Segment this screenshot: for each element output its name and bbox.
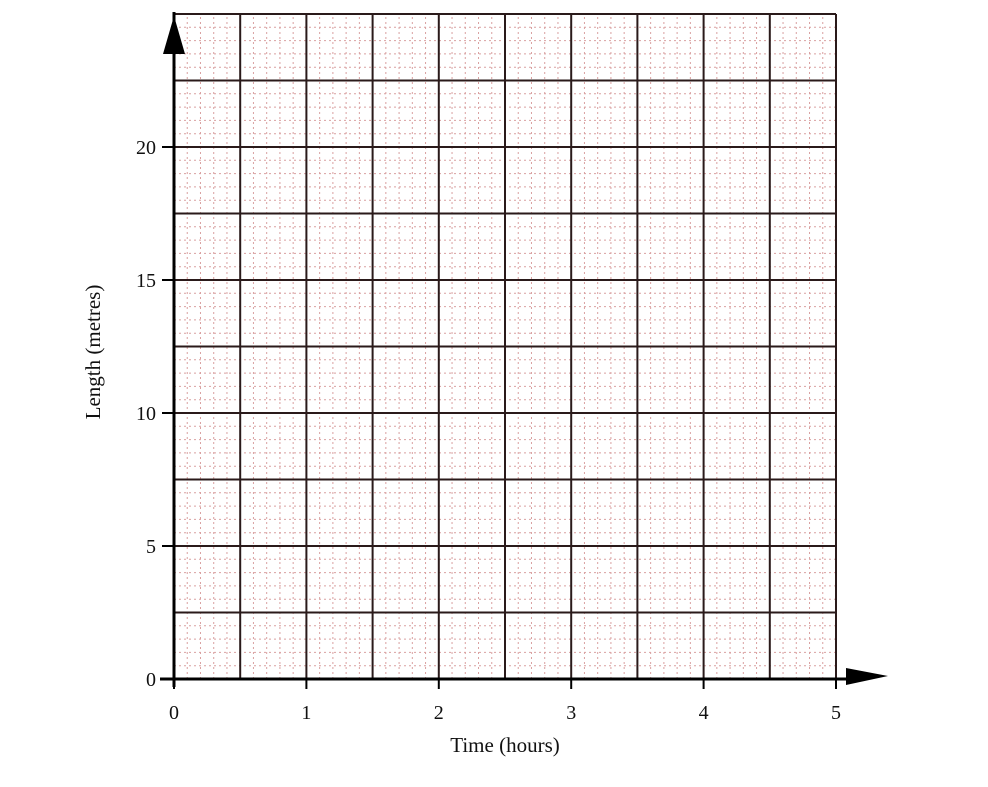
axes	[160, 12, 888, 687]
tick-labels: 0 1 2 3 4 5 0 5 10 15 20	[136, 137, 841, 724]
y-tick-label: 10	[136, 403, 156, 425]
y-tick-label: 0	[146, 669, 156, 691]
x-axis-arrow-icon	[846, 668, 888, 685]
x-tick-label: 4	[699, 702, 709, 724]
x-axis-label: Time (hours)	[450, 733, 559, 757]
x-tick-label: 1	[301, 702, 311, 724]
x-tick-label: 3	[566, 702, 576, 724]
y-tick-label: 15	[136, 270, 156, 292]
x-tick-label: 2	[434, 702, 444, 724]
y-axis-label: Length (metres)	[81, 285, 105, 420]
y-axis-arrow-icon	[163, 16, 185, 54]
x-tick-label: 0	[169, 702, 179, 724]
y-tick-label: 5	[146, 536, 156, 558]
x-tick-label: 5	[831, 702, 841, 724]
major-grid	[173, 13, 837, 680]
y-tick-label: 20	[136, 137, 156, 159]
